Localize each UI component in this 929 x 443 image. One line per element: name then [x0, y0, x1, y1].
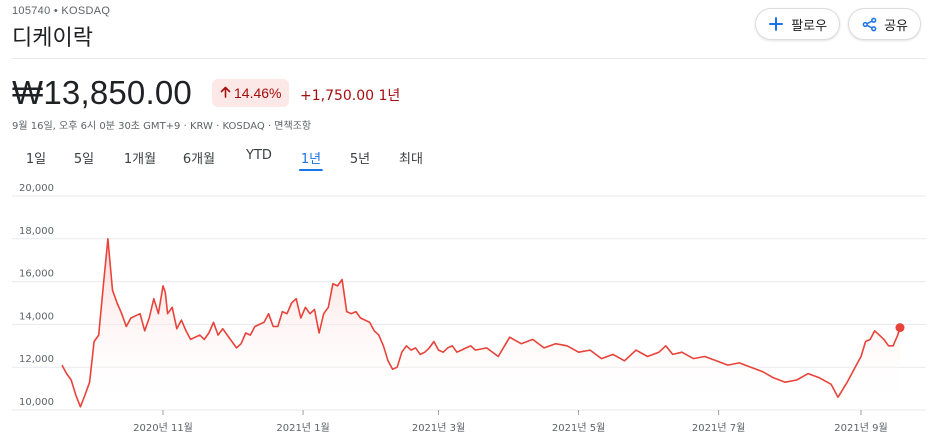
last-price-point — [895, 323, 905, 333]
tab-5y[interactable]: 5년 — [349, 152, 371, 167]
company-name: 디케이락 — [12, 26, 93, 51]
follow-button[interactable]: 팔로우 — [755, 8, 841, 40]
quote-meta: 9월 16일, 오후 6시 0분 30초 GMT+9 · KRW · KOSDA… — [12, 121, 312, 132]
tab-ytd[interactable]: YTD — [246, 148, 272, 163]
header-divider — [12, 58, 926, 59]
header-actions: 팔로우 공유 — [755, 8, 921, 40]
x-tick-label: 2021년 9월 — [834, 422, 887, 434]
current-price: ₩13,850.00 — [12, 74, 192, 111]
x-tick-label: 2020년 11월 — [133, 422, 193, 434]
follow-button-label: 팔로우 — [791, 18, 828, 34]
arrow-up-icon — [220, 85, 231, 101]
y-tick-label: 10,000 — [19, 397, 54, 408]
share-icon — [861, 16, 877, 32]
price-line — [61, 238, 901, 408]
change-percent-badge: 14.46% — [212, 79, 290, 107]
share-button-label: 공유 — [884, 18, 908, 34]
tab-max[interactable]: 최대 — [399, 152, 423, 167]
x-tick-label: 2021년 1월 — [276, 422, 329, 434]
x-tick-label: 2021년 5월 — [552, 422, 605, 434]
y-tick-label: 18,000 — [19, 226, 54, 237]
tab-1m[interactable]: 1개월 — [123, 152, 157, 167]
share-button[interactable]: 공유 — [848, 8, 921, 40]
ticker-label: 105740 • KOSDAQ — [12, 5, 111, 17]
y-tick-label: 20,000 — [19, 183, 54, 194]
tab-1d[interactable]: 1일 — [25, 152, 47, 167]
tab-5d[interactable]: 5일 — [73, 152, 95, 167]
y-tick-label: 16,000 — [19, 269, 54, 280]
change-absolute: +1,750.00 1년 — [300, 88, 401, 104]
price-chart[interactable]: 10,000 12,000 14,000 16,000 18,000 20,000 202… — [0, 180, 929, 443]
tab-1y[interactable]: 1년 — [298, 148, 324, 171]
x-tick-label: 2021년 7월 — [692, 422, 745, 434]
tab-6m[interactable]: 6개월 — [182, 152, 216, 167]
y-tick-label: 14,000 — [19, 311, 54, 322]
x-tick-label: 2021년 3월 — [412, 422, 465, 434]
plus-icon — [768, 16, 784, 32]
price-area — [62, 238, 900, 410]
change-percent: 14.46% — [234, 85, 282, 101]
y-tick-label: 12,000 — [19, 354, 54, 365]
